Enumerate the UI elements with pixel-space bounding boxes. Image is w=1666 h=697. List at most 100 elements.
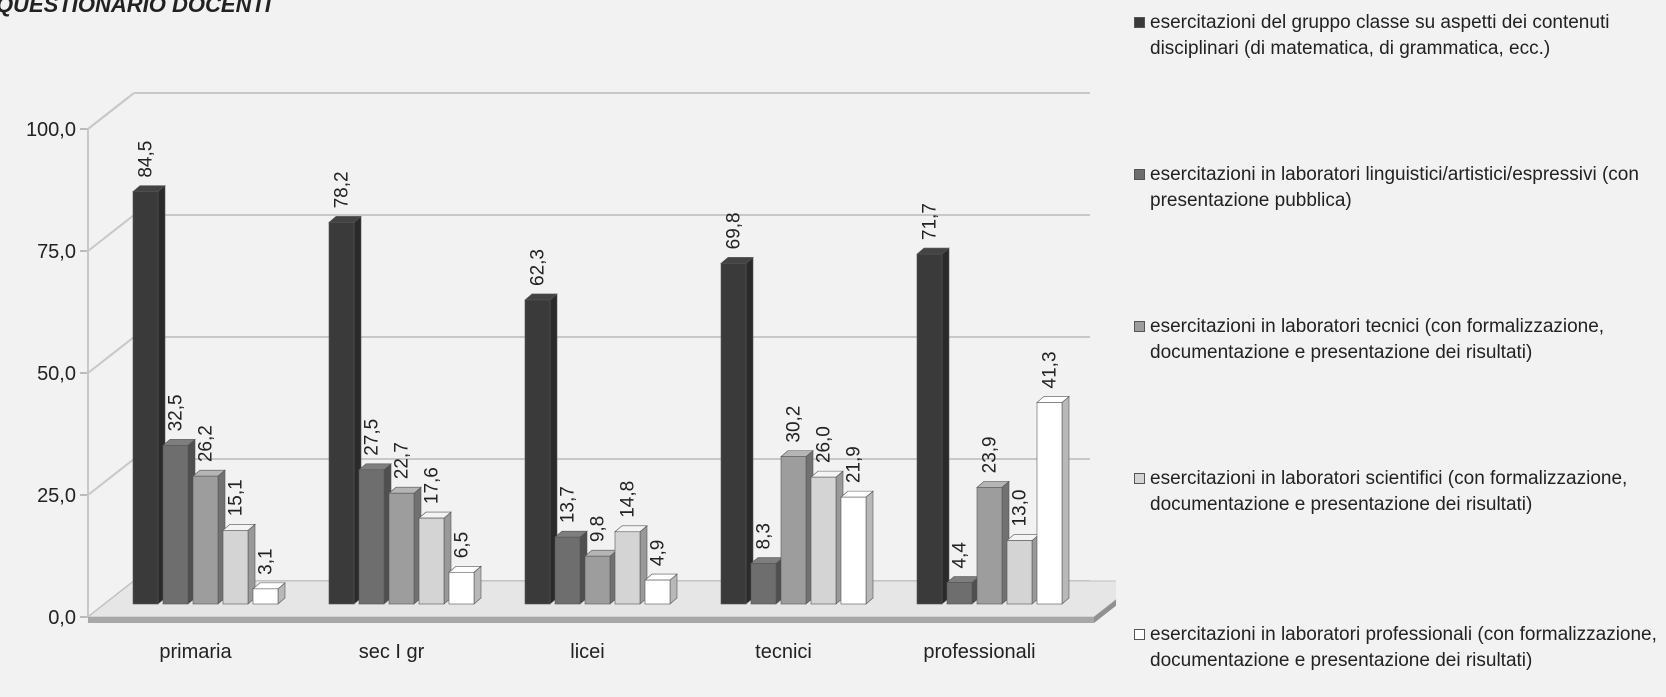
legend-label: esercitazioni in laboratori linguistici/… [1150,164,1639,211]
bar [750,556,784,605]
data-label: 22,7 [392,442,413,479]
y-tick-label: 50,0 [37,363,76,385]
y-axis-top [87,92,135,130]
bar [1006,533,1040,605]
x-tick-label: sec I gr [359,641,425,663]
bar [328,215,362,605]
legend-item: esercitazioni in laboratori scientifici … [1134,466,1664,518]
data-label: 69,8 [724,212,745,249]
data-label: 3,1 [256,548,277,574]
gridline-side [87,214,135,252]
data-label: 9,8 [588,516,609,542]
page-title: QUESTIONARIO DOCENTI [0,0,272,17]
bar [222,523,256,605]
bar [448,565,482,605]
gridline-side [87,458,135,496]
data-label: 84,5 [136,141,157,178]
data-label: 8,3 [754,523,775,549]
bar [976,480,1010,605]
bar-front [644,579,671,605]
data-label: 71,7 [920,203,941,240]
data-label: 26,0 [814,426,835,463]
x-tick-label: primaria [159,641,232,663]
bar-side [865,490,874,605]
y-tick-label: 25,0 [37,485,76,507]
bar-front [162,445,189,605]
bar [524,293,558,605]
x-tick-label: tecnici [755,641,812,663]
bar [554,530,588,605]
legend-swatch [1134,473,1145,484]
floor-edge [88,617,1094,623]
bar [1036,395,1070,605]
bar [780,449,814,605]
bar-front [584,555,611,605]
bar [614,525,648,605]
y-tick-label: 0,0 [48,607,76,629]
legend-label: esercitazioni in laboratori professional… [1150,624,1657,671]
bar [388,486,422,605]
bar-front [946,582,973,605]
y-tick-label: 75,0 [37,241,76,263]
bar-front [780,456,807,605]
bar-side [1061,395,1070,605]
bar-front [750,563,777,605]
bar-front [1006,540,1033,605]
data-labels: 84,5 32,5 26,2 15,1 3,1 78,2 27,5 22,7 17,6 6,5 62… [136,141,1061,575]
bar [810,470,844,605]
data-label: 4,4 [950,542,971,569]
bar-front [358,469,385,605]
bar-front [418,517,445,605]
bar-side [473,565,482,605]
legend-label: esercitazioni in laboratori tecnici (con… [1150,316,1605,363]
bar [720,256,754,605]
bar [840,490,874,605]
bar [644,573,678,605]
legend-swatch [1134,321,1145,332]
bar-front [328,222,355,605]
legend-swatch [1134,17,1145,28]
bar [192,469,226,605]
bar [252,582,286,605]
bar-front [222,530,249,605]
bar-front [388,492,415,605]
bar-front [840,496,867,605]
legend-label: esercitazioni del gruppo classe su aspet… [1150,12,1610,59]
bar [132,184,166,605]
bar [162,438,196,605]
legend-item: esercitazioni in laboratori linguistici/… [1134,162,1664,214]
bar-front [916,253,943,605]
bar-front [524,299,551,605]
data-label: 32,5 [166,394,187,431]
bar [418,511,452,605]
data-label: 78,2 [332,171,353,208]
bar-side [745,256,754,605]
bar-side [941,247,950,605]
legend-swatch [1134,169,1145,180]
bar-front [1036,402,1063,605]
bar-front [448,571,475,605]
bar-front [976,487,1003,605]
legend-item: esercitazioni in laboratori professional… [1134,622,1664,674]
tick-labels: 0,0 25,0 50,0 75,0 100,0 primaria sec I gr lice… [26,119,1036,663]
data-label: 17,6 [422,467,443,504]
bar-front [252,588,279,605]
data-label: 6,5 [452,532,473,558]
legend-label: esercitazioni in laboratori scientifici … [1150,468,1628,515]
bar [584,549,618,605]
x-tick-label: professionali [923,641,1035,663]
data-label: 26,2 [196,425,217,462]
bar [946,575,980,605]
bar-front [720,263,747,605]
bar-front [810,476,837,605]
data-label: 41,3 [1040,351,1061,388]
bar-front [554,536,581,605]
legend-item: esercitazioni del gruppo classe su aspet… [1134,10,1664,62]
data-label: 62,3 [528,249,549,286]
bar-chart: 84,5 32,5 26,2 15,1 3,1 78,2 27,5 22,7 17,6 6,5 62… [26,92,1116,663]
bar [358,463,392,605]
data-label: 23,9 [980,436,1001,473]
data-label: 14,8 [618,481,639,518]
data-label: 30,2 [784,406,805,443]
data-label: 15,1 [226,479,247,516]
